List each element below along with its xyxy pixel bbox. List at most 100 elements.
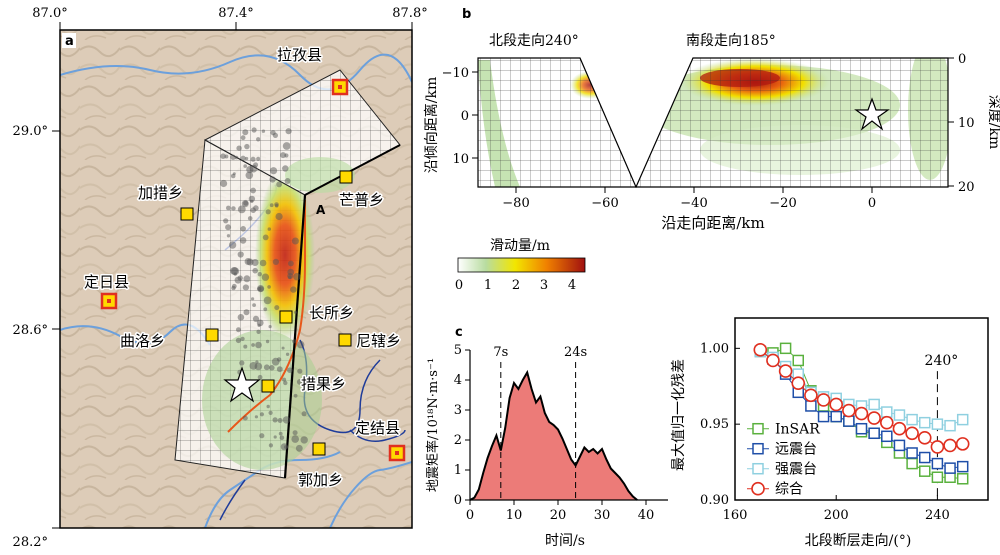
aftershock-dot <box>265 339 270 344</box>
aftershock-dot <box>275 212 283 221</box>
aftershock-dot <box>301 411 307 417</box>
aftershock-dot <box>261 129 266 133</box>
y-tick-right: 20 <box>958 180 975 195</box>
y-axis-label-right: 深度/km <box>986 95 1000 149</box>
aftershock-dot <box>266 404 270 409</box>
aftershock-dot <box>267 285 271 289</box>
aftershock-dot <box>253 162 259 168</box>
data-point <box>868 427 880 440</box>
legend-marker <box>752 422 764 435</box>
aftershock-dot <box>234 155 239 160</box>
aftershock-dot <box>267 227 271 231</box>
town-label: 措果乡 <box>301 375 346 393</box>
colorbar-tick: 1 <box>484 278 492 293</box>
town-label: 芒普乡 <box>339 191 384 209</box>
x-tick-label: 30 <box>594 508 611 523</box>
aftershock-dot <box>250 207 256 213</box>
aftershock-dot <box>274 202 279 207</box>
colorbar-tick: 4 <box>568 278 576 293</box>
data-point <box>906 457 918 470</box>
aftershock-dot <box>291 237 299 245</box>
aftershock-dot <box>268 443 273 448</box>
panel-label-a: a <box>65 34 74 49</box>
aftershock-dot <box>283 380 288 386</box>
aftershock-dot <box>237 205 246 214</box>
aftershock-dot <box>250 199 254 203</box>
aftershock-dot <box>237 251 244 258</box>
y-tick-left: 0 <box>461 109 469 124</box>
aftershock-dot <box>251 127 257 133</box>
town-label: 拉孜县 <box>277 46 322 64</box>
aftershock-dot <box>230 267 239 275</box>
data-point <box>766 353 780 368</box>
data-point <box>919 451 931 464</box>
panel-label-c: c <box>455 325 463 340</box>
aftershock-dot <box>252 315 260 322</box>
aftershock-dot <box>295 444 303 452</box>
aftershock-dot <box>278 431 283 436</box>
colorbar-tick: 0 <box>455 278 463 293</box>
aftershock-dot <box>263 364 270 371</box>
legend-marker <box>752 442 764 455</box>
aftershock-dot <box>257 272 262 277</box>
aftershock-dot <box>256 329 261 334</box>
aftershock-dot <box>235 337 242 344</box>
aftershock-dot <box>250 156 256 162</box>
y-tick-left: 10 <box>452 152 469 167</box>
aftershock-dot <box>297 368 303 374</box>
data-point <box>842 403 856 418</box>
town-marker <box>205 328 219 342</box>
epicenter-star <box>223 366 261 403</box>
aftershock-dot <box>297 340 305 349</box>
aftershock-dot <box>287 367 293 374</box>
aftershock-dot <box>269 365 275 371</box>
south-segment-title: 南段走向185° <box>686 33 776 49</box>
x-tick-label: 160 <box>723 508 748 523</box>
aftershock-dot <box>291 435 300 443</box>
lon-tick: 87.8° <box>392 6 427 21</box>
data-point <box>855 422 868 435</box>
legend-label: InSAR <box>775 422 820 438</box>
aftershock-dot <box>268 410 273 415</box>
x-tick-label: 40 <box>638 508 655 523</box>
aftershock-dot <box>228 241 237 249</box>
colorbar-title: 滑动量/m <box>490 237 550 254</box>
x-tick-label: 0 <box>466 508 474 523</box>
aftershock-dot <box>252 303 256 307</box>
lon-tick: 87.0° <box>32 6 67 21</box>
y-tick-label: 0.90 <box>700 493 729 508</box>
surface-rupture <box>227 200 306 433</box>
data-point <box>830 410 842 423</box>
colorbar <box>457 257 586 273</box>
data-point <box>956 473 969 485</box>
town-label: 长所乡 <box>309 304 354 322</box>
aftershock-dot <box>257 323 261 327</box>
data-point <box>753 343 768 357</box>
data-point <box>931 418 944 430</box>
x-axis-label: 沿走向距离/km <box>661 214 764 232</box>
x-tick: −60 <box>591 196 618 211</box>
aftershock-dot <box>225 224 232 231</box>
aftershock-dot <box>255 360 259 364</box>
aftershock-dot <box>293 273 301 281</box>
data-point <box>906 413 918 426</box>
town-label: 郭加乡 <box>298 471 343 489</box>
data-point <box>955 437 970 451</box>
data-point <box>905 426 919 441</box>
south-fault-panel <box>635 57 949 188</box>
aftershock-dot <box>261 273 270 281</box>
time-marker-label: 7s <box>493 345 508 360</box>
aftershock-dot <box>245 171 254 180</box>
aftershock-dot <box>293 393 298 398</box>
aftershock-dot <box>240 336 245 341</box>
aftershock-dot <box>237 314 245 321</box>
aftershock-dot <box>242 415 248 421</box>
aftershock-dot <box>251 259 259 266</box>
data-point <box>867 411 881 425</box>
fault-line <box>219 479 246 521</box>
river <box>329 461 412 528</box>
aftershock-dot <box>274 305 280 311</box>
y-tick-right: 10 <box>958 116 975 131</box>
aftershock-dot <box>290 286 297 293</box>
y-axis-label-left: 沿倾向距离/km <box>423 77 440 173</box>
